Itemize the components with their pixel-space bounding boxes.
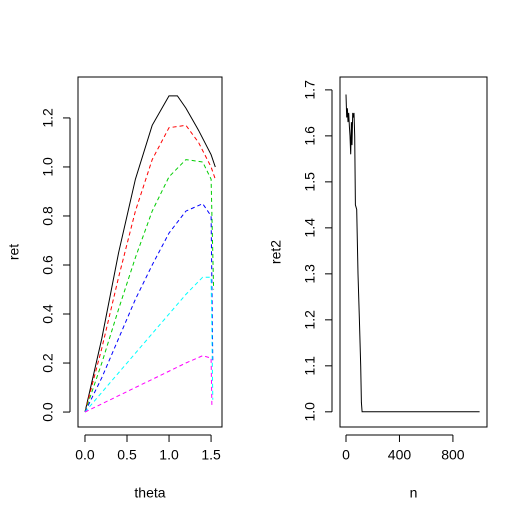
x-tick-label: 0.0	[75, 447, 95, 463]
y-tick-label: 1.2	[40, 108, 56, 128]
x-tick-label: 0	[342, 447, 350, 463]
data-line	[84, 276, 214, 413]
x-axis-label: n	[410, 485, 418, 501]
y-tick-label: 1.6	[302, 126, 318, 146]
x-tick-label: 400	[388, 447, 412, 463]
y-tick-label: 0.2	[40, 353, 56, 373]
data-line	[84, 203, 214, 413]
x-tick-label: 1.0	[159, 447, 179, 463]
y-tick-label: 1.0	[302, 402, 318, 422]
y-tick-label: 0.6	[40, 255, 56, 275]
y-axis-label: ret	[6, 244, 22, 260]
y-tick-label: 0.4	[40, 304, 56, 324]
x-tick-label: 1.5	[201, 447, 221, 463]
x-tick-label: 800	[441, 447, 465, 463]
y-tick-label: 1.0	[40, 157, 56, 177]
data-line	[84, 159, 215, 413]
y-tick-label: 0.0	[40, 402, 56, 422]
y-axis-label: ret2	[268, 240, 284, 264]
x-axis-label: theta	[134, 485, 165, 501]
y-tick-label: 1.3	[302, 264, 318, 284]
data-line	[84, 355, 213, 413]
x-tick-label: 0.5	[117, 447, 137, 463]
y-tick-label: 0.8	[40, 206, 56, 226]
y-tick-label: 1.5	[302, 172, 318, 192]
y-tick-label: 1.7	[302, 80, 318, 100]
data-line	[345, 94, 480, 413]
data-line	[84, 95, 216, 413]
y-tick-label: 1.1	[302, 356, 318, 376]
y-tick-label: 1.4	[302, 218, 318, 238]
y-tick-label: 1.2	[302, 310, 318, 330]
plot-box	[77, 76, 223, 428]
plot-box	[339, 76, 488, 428]
